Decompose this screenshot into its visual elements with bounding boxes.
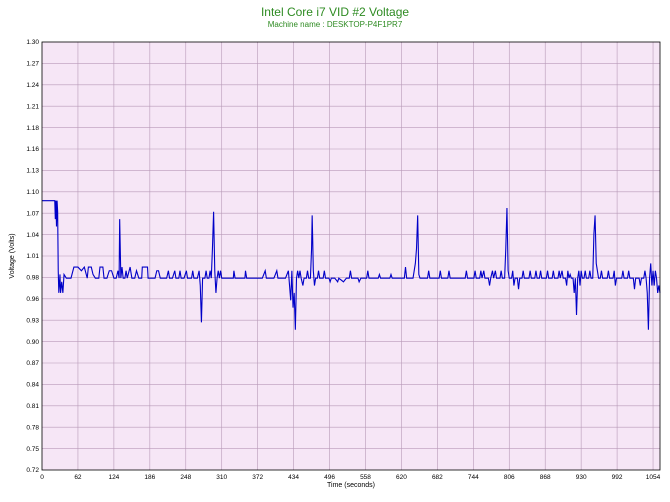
y-tick-label: 0.72	[26, 467, 39, 474]
y-tick-label: 1.27	[26, 61, 39, 68]
x-tick-label: 682	[432, 474, 443, 481]
y-tick-label: 1.07	[26, 210, 39, 217]
x-tick-label: 620	[396, 474, 407, 481]
x-tick-label: 868	[540, 474, 551, 481]
x-tick-label: 124	[108, 474, 119, 481]
x-tick-label: 1054	[646, 474, 661, 481]
x-tick-label: 434	[288, 474, 299, 481]
y-tick-label: 1.16	[26, 146, 39, 153]
y-tick-label: 1.18	[26, 125, 39, 132]
x-tick-label: 930	[576, 474, 587, 481]
x-tick-label: 248	[180, 474, 191, 481]
x-tick-label: 62	[74, 474, 82, 481]
x-tick-label: 558	[360, 474, 371, 481]
y-axis-label: Voltage (Volts)	[9, 233, 16, 278]
y-tick-label: 0.90	[26, 339, 39, 346]
y-tick-label: 1.24	[26, 82, 39, 89]
x-tick-label: 744	[468, 474, 479, 481]
x-tick-label: 992	[612, 474, 623, 481]
y-tick-label: 0.84	[26, 382, 39, 389]
x-tick-label: 372	[252, 474, 263, 481]
y-tick-label: 1.04	[26, 232, 39, 239]
x-axis-ticks: 0 62 124 186 248 310 372 434 496 558 620 682 744 806 8…	[40, 474, 660, 481]
y-tick-label: 1.30	[26, 39, 39, 46]
x-tick-label: 806	[504, 474, 515, 481]
y-tick-label: 0.78	[26, 424, 39, 431]
y-tick-label: 0.87	[26, 360, 39, 367]
chart-title: Intel Core i7 VID #2 Voltage	[261, 5, 409, 19]
x-tick-label: 0	[40, 474, 44, 481]
y-tick-label: 0.98	[26, 275, 39, 282]
plot-frame	[41, 41, 661, 471]
series-line	[42, 200, 661, 330]
y-tick-label: 1.21	[26, 103, 39, 110]
y-tick-label: 0.96	[26, 296, 39, 303]
y-tick-label: 0.81	[26, 403, 39, 410]
y-tick-label: 0.75	[26, 446, 39, 453]
y-axis-ticks: 0.72 0.75 0.78 0.81 0.84 0.87 0.90 0.93 0.96 0.98…	[26, 39, 39, 474]
x-axis-label: Time (seconds)	[327, 482, 375, 489]
y-tick-label: 1.13	[26, 168, 39, 175]
chart-subtitle: Machine name : DESKTOP-P4F1PR7	[268, 20, 403, 29]
x-tick-label: 310	[216, 474, 227, 481]
grid-lines	[42, 42, 660, 470]
x-tick-label: 496	[324, 474, 335, 481]
y-tick-label: 1.01	[26, 253, 39, 260]
y-tick-label: 0.93	[26, 317, 39, 324]
x-tick-label: 186	[144, 474, 155, 481]
y-tick-label: 1.10	[26, 189, 39, 196]
